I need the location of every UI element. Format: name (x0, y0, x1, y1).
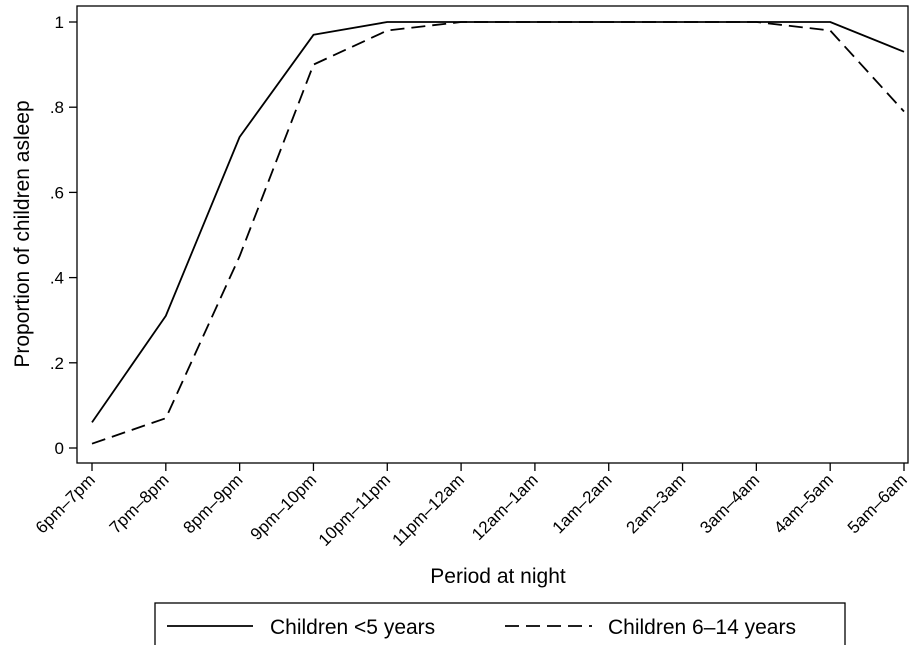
x-tick-label: 3am–4am (696, 470, 763, 537)
y-axis: 0 .2 .4 .6 .8 1 (50, 13, 77, 458)
y-axis-title: Proportion of children asleep (11, 100, 34, 367)
x-tick-label: 6pm–7pm (32, 470, 99, 537)
series-lines (91, 21, 905, 445)
y-tick-label: .8 (50, 98, 64, 117)
y-tick-label: .4 (50, 269, 64, 288)
x-tick-label: 7pm–8pm (106, 470, 173, 537)
plot-area (76, 5, 909, 464)
legend-box (154, 602, 846, 645)
x-tick-label: 1am–2am (549, 470, 616, 537)
series-line-0 (91, 21, 905, 423)
x-tick-label: 4am–5am (770, 470, 837, 537)
x-tick-label: 10pm–11pm (315, 470, 394, 549)
legend-label-1: Children 6–14 years (608, 616, 796, 639)
x-axis: 6pm–7pm 7pm–8pm 8pm–9pm 9pm–10pm10pm–11pm11… (32, 463, 909, 550)
plot-frame (76, 5, 909, 464)
x-tick-label: 8pm–9pm (180, 470, 247, 537)
y-tick-label: 1 (55, 13, 64, 32)
x-tick-label: 2am–3am (622, 470, 689, 537)
legend-label-0: Children <5 years (270, 616, 435, 639)
x-axis-title: Period at night (430, 565, 566, 588)
x-tick-label: 12am–1am (468, 470, 542, 544)
x-tick-label: 11pm–12am (389, 470, 468, 549)
y-tick-label: .2 (50, 354, 64, 373)
series-line-1 (91, 21, 905, 445)
legend: Children <5 years Children 6–14 years (154, 602, 846, 645)
x-tick-label: 5am–6am (844, 470, 909, 537)
y-tick-label: 0 (55, 439, 64, 458)
x-tick-label: 9pm–10pm (247, 470, 321, 544)
y-tick-label: .6 (50, 183, 64, 202)
